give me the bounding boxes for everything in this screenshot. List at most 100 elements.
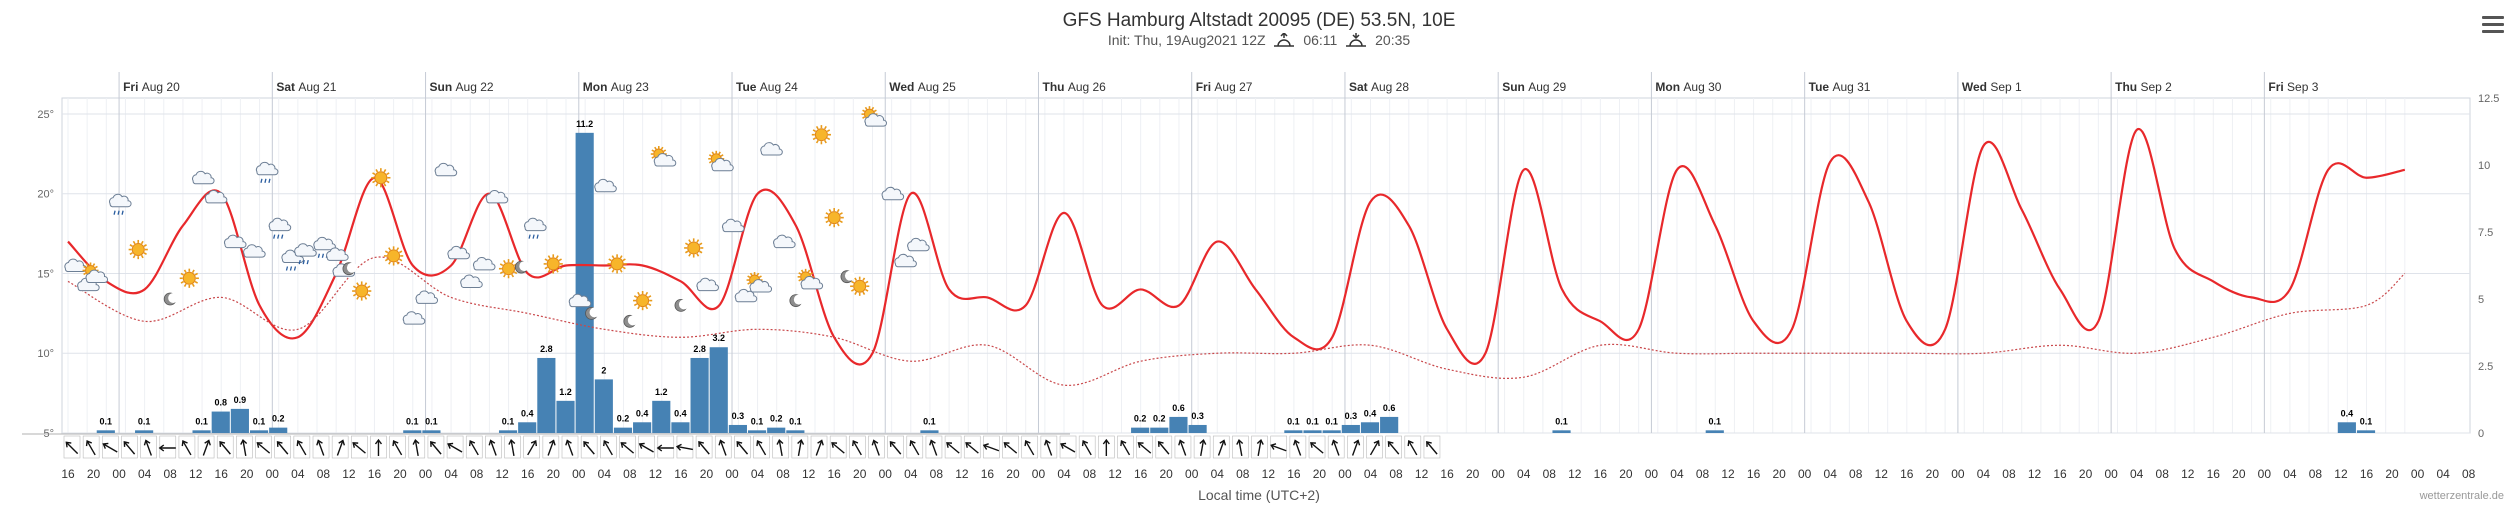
- hour-label: 20: [547, 467, 561, 481]
- wind-arrow: [276, 440, 289, 455]
- precip-bar: [613, 427, 633, 433]
- precip-bar: [1322, 430, 1341, 433]
- sun-cloud-icon: [650, 146, 677, 167]
- hour-label: 16: [1594, 467, 1608, 481]
- precip-bar: [1552, 430, 1571, 433]
- hour-label: 08: [1696, 467, 1710, 481]
- sun-icon: [633, 290, 653, 311]
- precip-bar: [575, 132, 594, 433]
- precip-bar: [652, 400, 671, 433]
- wind-arrow: [219, 440, 231, 455]
- hour-label: 12: [2028, 467, 2042, 481]
- hour-label: 16: [1287, 467, 1301, 481]
- hour-label: 04: [2436, 467, 2450, 481]
- wind-cell: [868, 435, 885, 459]
- wind-arrow: [1236, 438, 1244, 457]
- sunset-time: 20:35: [1375, 32, 1411, 48]
- sun-icon: [543, 254, 563, 274]
- precip-bar: [1188, 424, 1207, 433]
- cloud-icon: [460, 274, 483, 288]
- hour-label: 12: [1108, 467, 1122, 481]
- precip-label: 0.1: [1306, 416, 1319, 426]
- precip-bar: [1150, 427, 1169, 433]
- wind-cell: [389, 435, 406, 459]
- cloud-icon: [773, 234, 796, 249]
- hour-label: 20: [700, 467, 714, 481]
- precip-label: 0.6: [1383, 403, 1396, 413]
- hour-label: 20: [1313, 467, 1327, 481]
- wind-cell: [1423, 435, 1441, 459]
- precip-label: 0.3: [1345, 411, 1358, 421]
- hour-label: 04: [1211, 467, 1225, 481]
- hour-label: 08: [163, 467, 177, 481]
- menu-button[interactable]: [2482, 16, 2504, 34]
- rain-cloud-icon: [524, 217, 547, 239]
- hour-label: 08: [317, 467, 331, 481]
- wind-arrow: [815, 439, 824, 456]
- hour-label: 20: [1466, 467, 1480, 481]
- wind-cell: [312, 435, 330, 459]
- wind-arrow: [909, 440, 920, 456]
- precip-label: 0.2: [1134, 414, 1147, 424]
- cloud-icon: [760, 142, 783, 156]
- hour-label: 12: [342, 467, 356, 481]
- wind-arrow: [1351, 439, 1361, 456]
- wind-arrow: [1060, 442, 1076, 453]
- cloud-icon: [907, 237, 930, 252]
- hour-label: 00: [2258, 467, 2272, 481]
- wind-cell: [1308, 435, 1326, 459]
- wind-cell: [1078, 435, 1096, 459]
- wind-cell: [580, 435, 598, 459]
- day-label: Fri Sep 3: [2268, 80, 2318, 94]
- sunrise-icon: [1274, 33, 1295, 47]
- hour-label: 08: [2462, 467, 2476, 481]
- moon-icon: [585, 306, 600, 320]
- wind-cell: [734, 435, 751, 459]
- hour-label: 12: [1721, 467, 1735, 481]
- precip-label: 11.2: [576, 119, 593, 129]
- wind-cell: [810, 435, 828, 459]
- chart-title: GFS Hamburg Altstadt 20095 (DE) 53.5N, 1…: [1062, 10, 1456, 31]
- hour-label: 04: [138, 467, 152, 481]
- precip-bar: [230, 408, 249, 433]
- precip-bar: [518, 422, 537, 433]
- day-label: Thu Aug 26: [1042, 80, 1106, 94]
- wind-cell: [1098, 435, 1115, 459]
- hour-label: 04: [2130, 467, 2144, 481]
- wind-arrow: [123, 440, 136, 455]
- sun-icon: [824, 208, 844, 228]
- hour-label: 00: [2104, 467, 2118, 481]
- wind-arrow: [352, 442, 366, 454]
- wind-cell: [1385, 435, 1402, 459]
- hour-label: 16: [61, 467, 75, 481]
- precip-bar: [1284, 430, 1303, 433]
- x-axis-label: Local time (UTC+2): [1198, 487, 1320, 503]
- sun-icon: [811, 125, 832, 145]
- y-tick-left: 10°: [37, 348, 54, 360]
- wind-cell: [351, 435, 368, 459]
- hour-label: 04: [1057, 467, 1071, 481]
- day-label: Sun Aug 22: [430, 80, 494, 94]
- rain-cloud-icon: [109, 193, 132, 215]
- y-tick-left: 25°: [37, 109, 54, 121]
- hour-label: 08: [930, 467, 944, 481]
- precip-bar: [249, 430, 269, 433]
- wind-cell: [216, 435, 234, 459]
- wind-cell: [1289, 435, 1307, 459]
- wind-arrow: [336, 439, 346, 456]
- day-label: Fri Aug 20: [123, 80, 180, 94]
- wind-arrow: [718, 439, 727, 456]
- hour-label: 04: [291, 467, 305, 481]
- wind-cell: [274, 435, 291, 459]
- hour-label: 08: [1083, 467, 1097, 481]
- cloud-icon: [64, 258, 87, 272]
- precip-bar: [747, 430, 767, 433]
- credit: wetterzentrale.de: [2419, 490, 2504, 502]
- hour-label: 20: [853, 467, 867, 481]
- hour-label: 00: [572, 467, 586, 481]
- wind-cell: [1021, 435, 1039, 459]
- hour-label: 08: [776, 467, 790, 481]
- wind-cell: [1347, 435, 1364, 459]
- hour-label: 12: [2334, 467, 2348, 481]
- wind-cell: [944, 435, 962, 459]
